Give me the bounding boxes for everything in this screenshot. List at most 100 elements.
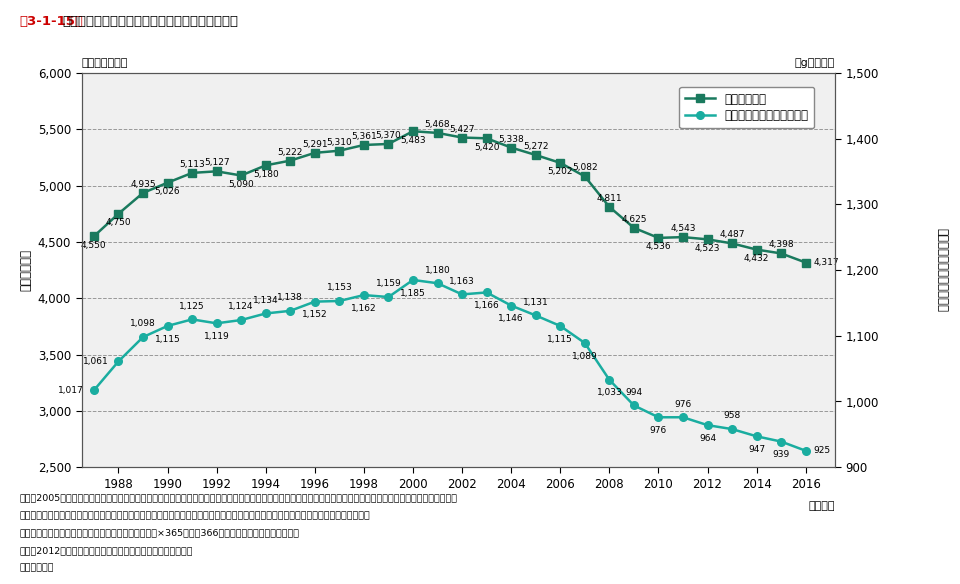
一人一日当たりごみ排出量 — [333, 297, 345, 304]
Text: 5,127: 5,127 — [204, 158, 229, 168]
Text: 5,310: 5,310 — [326, 138, 352, 147]
一人一日当たりごみ排出量 — [235, 317, 247, 324]
一人一日当たりごみ排出量 — [677, 414, 688, 421]
Text: 資料：環境省: 資料：環境省 — [19, 564, 54, 572]
Text: 5,180: 5,180 — [252, 170, 278, 179]
Text: 5,026: 5,026 — [155, 187, 180, 196]
Text: 4,750: 4,750 — [106, 218, 132, 227]
Text: 5,291: 5,291 — [302, 140, 327, 149]
Text: 1,125: 1,125 — [180, 302, 204, 311]
Text: 4,811: 4,811 — [596, 194, 622, 203]
Text: 1,098: 1,098 — [131, 319, 156, 328]
一人一日当たりごみ排出量 — [653, 414, 664, 421]
Text: 5,370: 5,370 — [375, 131, 401, 140]
一人一日当たりごみ排出量 — [800, 447, 811, 454]
一人一日当たりごみ排出量 — [211, 320, 223, 327]
Text: 4,625: 4,625 — [621, 215, 647, 224]
一人一日当たりごみ排出量 — [579, 339, 590, 346]
Text: 5,338: 5,338 — [498, 135, 524, 144]
Text: 1,159: 1,159 — [375, 279, 401, 288]
Text: 994: 994 — [625, 388, 642, 397]
Text: 947: 947 — [748, 445, 765, 454]
ごみ総排出量 — [604, 203, 615, 210]
Text: ごみ総排出量と一人一日当たりごみ排出量の推移: ごみ総排出量と一人一日当たりごみ排出量の推移 — [62, 15, 238, 27]
一人一日当たりごみ排出量 — [776, 438, 787, 445]
Text: 976: 976 — [674, 399, 691, 409]
Text: 1,124: 1,124 — [228, 303, 253, 311]
Text: 1,138: 1,138 — [277, 293, 303, 302]
ごみ総排出量 — [456, 134, 468, 141]
Text: ２：一人一日当たりごみ排出量は総排出量を総人口×365日又は366日でそれぞれ除した値である。: ２：一人一日当たりごみ排出量は総排出量を総人口×365日又は366日でそれぞれ除… — [19, 529, 300, 537]
Line: ごみ総排出量: ごみ総排出量 — [90, 127, 809, 266]
ごみ総排出量 — [530, 151, 541, 158]
Text: 5,361: 5,361 — [351, 132, 376, 141]
一人一日当たりごみ排出量 — [751, 433, 762, 440]
一人一日当たりごみ排出量 — [727, 426, 738, 433]
Text: 5,113: 5,113 — [180, 160, 204, 169]
Text: 4,550: 4,550 — [81, 241, 107, 250]
ごみ総排出量 — [161, 179, 173, 186]
ごみ総排出量 — [432, 130, 444, 137]
ごみ総排出量 — [776, 250, 787, 257]
Text: 1,115: 1,115 — [547, 335, 573, 343]
Text: 4,523: 4,523 — [695, 244, 720, 253]
Text: 1,163: 1,163 — [449, 277, 475, 286]
Text: 4,935: 4,935 — [131, 180, 156, 189]
ごみ総排出量 — [481, 135, 492, 142]
Line: 一人一日当たりごみ排出量: 一人一日当たりごみ排出量 — [90, 276, 809, 454]
Text: 5,202: 5,202 — [547, 168, 573, 176]
Text: ３：2012年度以降の総人口には、外国人人口を含んでいる。: ３：2012年度以降の総人口には、外国人人口を含んでいる。 — [19, 546, 193, 555]
ごみ総排出量 — [653, 234, 664, 241]
ごみ総排出量 — [137, 189, 149, 196]
一人一日当たりごみ排出量 — [186, 316, 198, 323]
一人一日当たりごみ排出量 — [137, 333, 149, 340]
Text: 925: 925 — [813, 446, 830, 456]
Text: 4,317: 4,317 — [813, 258, 839, 267]
一人一日当たりごみ排出量 — [284, 307, 296, 314]
一人一日当たりごみ排出量 — [702, 422, 713, 429]
一人一日当たりごみ排出量 — [309, 298, 321, 305]
ごみ総排出量 — [727, 240, 738, 247]
ごみ総排出量 — [751, 246, 762, 253]
Text: 4,487: 4,487 — [719, 231, 745, 239]
Text: 5,090: 5,090 — [228, 180, 254, 189]
Text: 1,180: 1,180 — [424, 266, 450, 274]
ごみ総排出量 — [505, 144, 516, 151]
Text: 976: 976 — [650, 426, 667, 435]
Text: 1,061: 1,061 — [83, 357, 108, 366]
一人一日当たりごみ排出量 — [456, 291, 468, 298]
ごみ総排出量 — [235, 172, 247, 179]
Text: 1,119: 1,119 — [204, 332, 229, 341]
Y-axis label: 一人一日当たりごみ排出量: 一人一日当たりごみ排出量 — [936, 228, 948, 312]
Text: 4,432: 4,432 — [744, 254, 769, 263]
一人一日当たりごみ排出量 — [358, 291, 370, 298]
Text: 1,089: 1,089 — [572, 352, 598, 361]
Text: 964: 964 — [699, 434, 716, 443]
一人一日当たりごみ排出量 — [112, 358, 124, 365]
Text: 1,146: 1,146 — [498, 314, 524, 323]
一人一日当たりごみ排出量 — [260, 310, 272, 317]
Legend: ごみ総排出量, 一人一日当たりごみ排出量: ごみ総排出量, 一人一日当たりごみ排出量 — [680, 87, 814, 128]
Text: 4,543: 4,543 — [670, 224, 696, 233]
Text: るための基本的な方針」における、「一般廃棄物の排出量（計画収集量＋直接搬入量＋資源ごみの集団回収量）」と同様とした。: るための基本的な方針」における、「一般廃棄物の排出量（計画収集量＋直接搬入量＋資… — [19, 511, 370, 520]
Text: 1,033: 1,033 — [596, 388, 622, 398]
Text: 5,222: 5,222 — [277, 148, 303, 157]
一人一日当たりごみ排出量 — [383, 294, 395, 301]
Text: 939: 939 — [773, 450, 790, 459]
Y-axis label: ごみ総排出量: ごみ総排出量 — [19, 249, 33, 291]
Text: 1,131: 1,131 — [523, 298, 548, 307]
ごみ総排出量 — [383, 140, 395, 147]
一人一日当たりごみ排出量 — [505, 302, 516, 309]
ごみ総排出量 — [358, 141, 370, 148]
Text: 1,152: 1,152 — [302, 310, 327, 319]
Text: 1,017: 1,017 — [59, 386, 84, 395]
Text: 1,134: 1,134 — [252, 296, 278, 305]
一人一日当たりごみ排出量 — [628, 402, 639, 409]
Text: 5,427: 5,427 — [449, 124, 475, 134]
ごみ総排出量 — [333, 147, 345, 154]
Text: 5,468: 5,468 — [424, 120, 450, 129]
ごみ総排出量 — [211, 168, 223, 175]
Text: 4,398: 4,398 — [768, 241, 794, 249]
ごみ総排出量 — [407, 128, 419, 135]
ごみ総排出量 — [88, 233, 100, 240]
